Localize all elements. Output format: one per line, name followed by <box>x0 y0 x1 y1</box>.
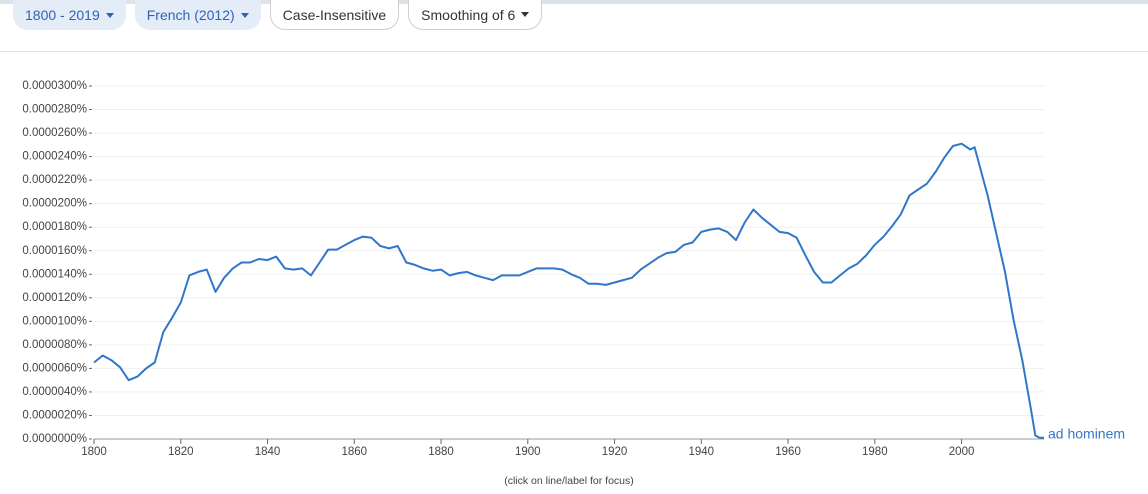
x-tick-label: 1820 <box>168 446 194 458</box>
chip[interactable]: French (2012) <box>134 0 261 30</box>
y-tick-label: 0.0000100% <box>22 315 87 327</box>
y-tick-label: 0.0000160% <box>22 245 87 257</box>
chip[interactable]: 1800 - 2019 <box>13 0 126 30</box>
chip[interactable]: Smoothing of 6 <box>408 0 543 30</box>
y-tick-label: 0.0000080% <box>22 339 87 351</box>
chip-label: Smoothing of 6 <box>421 6 516 23</box>
y-tick-label: 0.0000180% <box>22 221 87 233</box>
y-tick-label: 0.0000060% <box>22 362 87 374</box>
series-line[interactable] <box>93 142 1044 439</box>
y-tick-label: 0.0000280% <box>22 104 87 116</box>
note: (click on line/label for focus) <box>504 475 634 487</box>
chip-label: Case-Insensitive <box>282 6 387 23</box>
dropdown-arrow <box>240 12 249 18</box>
x-tick-label: 1980 <box>862 446 888 458</box>
y-tick-label: 0.0000220% <box>22 174 87 186</box>
dropdown-arrow <box>105 12 114 18</box>
x-tick-label: 2000 <box>949 446 975 458</box>
y-tick-label: 0.0000200% <box>22 198 87 210</box>
x-tick-label: 1840 <box>255 446 281 458</box>
x-tick-label: 1880 <box>428 446 454 458</box>
x-tick-label: 1900 <box>515 446 541 458</box>
top-strip <box>0 0 1148 4</box>
x-tick-label: 1860 <box>341 446 367 458</box>
dropdown-arrow <box>521 12 530 17</box>
y-tick-label: 0.0000260% <box>22 127 87 139</box>
x-tick-label: 1920 <box>602 446 628 458</box>
x-tick-label: 1940 <box>689 446 715 458</box>
chip-label: 1800 - 2019 <box>25 7 100 23</box>
y-tick-label: 0.0000140% <box>22 268 87 280</box>
y-tick-label: 0.0000300% <box>22 80 87 92</box>
y-tick-label: 0.0000120% <box>22 292 87 304</box>
separator <box>0 51 1148 52</box>
y-tick-label: 0.0000240% <box>22 151 87 163</box>
y-tick-label: 0.0000040% <box>22 386 87 398</box>
x-tick-label: 1960 <box>775 446 801 458</box>
chip[interactable]: Case-Insensitive <box>269 0 400 30</box>
toolbar: 1800 - 2019 French (2012) Case-Insensiti… <box>13 0 543 31</box>
x-tick-label: 1800 <box>81 446 107 458</box>
y-tick-label: 0.0000020% <box>22 409 87 421</box>
chip-label: French (2012) <box>146 7 235 23</box>
series-label[interactable]: ad hominem <box>1048 426 1125 442</box>
y-tick-label: 0.0000000% <box>22 433 87 445</box>
